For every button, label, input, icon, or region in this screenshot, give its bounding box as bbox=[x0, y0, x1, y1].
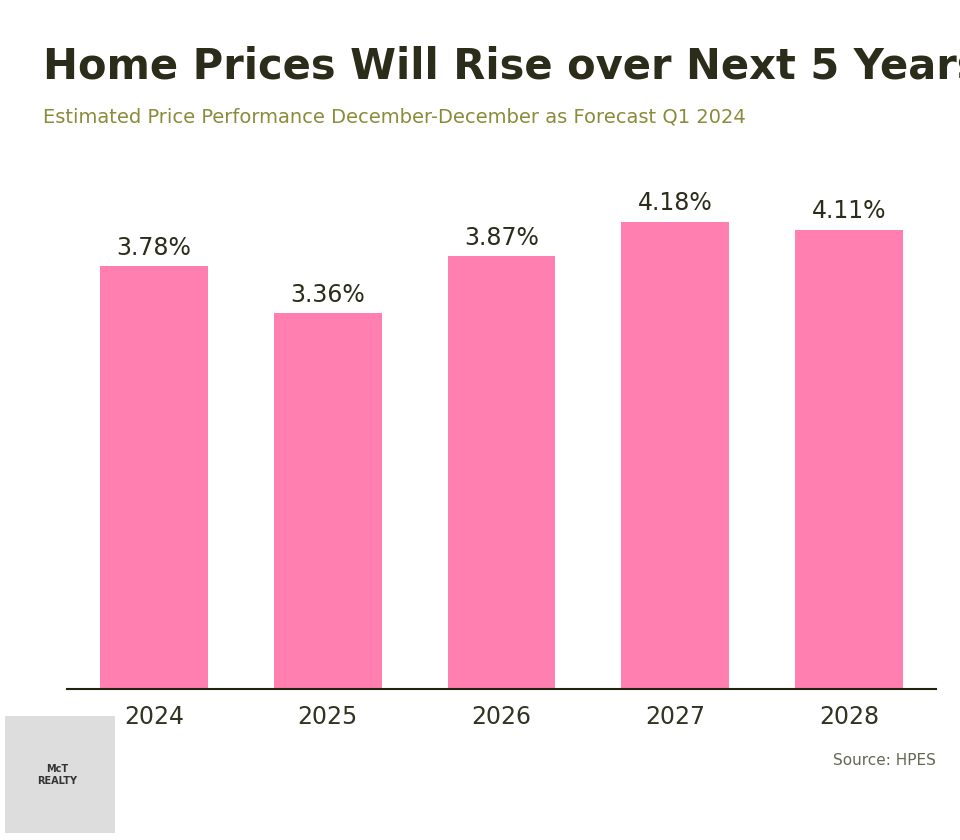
Bar bbox=[795, 229, 903, 689]
Text: 3.36%: 3.36% bbox=[291, 283, 365, 307]
Bar bbox=[447, 256, 556, 689]
Text: Home Prices Will Rise over Next 5 Years: Home Prices Will Rise over Next 5 Years bbox=[43, 45, 960, 87]
Text: Source: HPES: Source: HPES bbox=[833, 753, 936, 768]
Text: Estimated Price Performance December-December as Forecast Q1 2024: Estimated Price Performance December-Dec… bbox=[43, 108, 746, 127]
Text: EQUAL HOUSING
OPPORTUNITY: EQUAL HOUSING OPPORTUNITY bbox=[752, 816, 804, 827]
Bar bbox=[100, 266, 208, 689]
Bar bbox=[274, 313, 382, 689]
Bar bbox=[621, 222, 730, 689]
Text: Big Block Realty, Inc: Big Block Realty, Inc bbox=[134, 791, 390, 811]
Text: 4.18%: 4.18% bbox=[638, 192, 712, 215]
Text: 4.11%: 4.11% bbox=[812, 199, 886, 223]
Text: 619-736-7003: 619-736-7003 bbox=[499, 745, 673, 765]
Text: 3.78%: 3.78% bbox=[117, 236, 191, 260]
Text: 3.87%: 3.87% bbox=[465, 226, 539, 249]
Text: McT Real Estate Group: McT Real Estate Group bbox=[134, 745, 420, 765]
Text: REALTOR®: REALTOR® bbox=[864, 822, 902, 828]
Text: R: R bbox=[867, 751, 900, 789]
Text: McT
REALTY: McT REALTY bbox=[37, 764, 78, 785]
Text: mctrealestategroup.com: mctrealestategroup.com bbox=[499, 791, 809, 811]
